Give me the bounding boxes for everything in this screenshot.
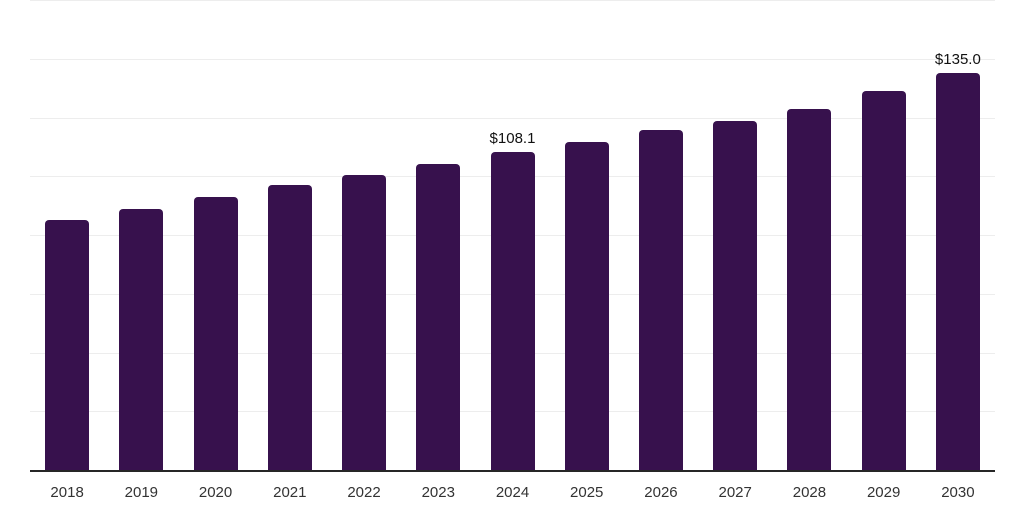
- x-tick-label-2028: 2028: [792, 484, 827, 501]
- bar-2023: [416, 163, 461, 470]
- x-tick-label-2025: 2025: [570, 484, 604, 501]
- bar-2018: [45, 220, 90, 470]
- x-tick-label-2022: 2022: [347, 484, 381, 501]
- x-tick-label-2027: 2027: [718, 484, 752, 501]
- bar-2028: [787, 108, 832, 470]
- x-tick-label-2026: 2026: [644, 484, 678, 501]
- bar-2025: [564, 141, 609, 470]
- data-label-2030: $135.0: [934, 51, 981, 69]
- x-tick-label-2021: 2021: [273, 484, 307, 501]
- bar-2021: [267, 185, 312, 470]
- x-tick-label-2018: 2018: [50, 484, 84, 501]
- gridline-120: [30, 117, 995, 119]
- x-tick-label-2024: 2024: [495, 484, 530, 501]
- x-tick-label-2029: 2029: [866, 484, 901, 501]
- bar-2029: [861, 91, 906, 470]
- bar-2020: [193, 197, 238, 470]
- bar-2024: [490, 152, 535, 470]
- bar-2019: [119, 208, 164, 470]
- x-axis-line: [30, 470, 995, 472]
- bar-2030: [935, 73, 980, 470]
- gridline-160: [30, 0, 995, 1]
- gridline-140: [30, 58, 995, 60]
- x-tick-label-2020: 2020: [198, 484, 233, 501]
- bar-2027: [713, 121, 758, 470]
- data-label-2024: $108.1: [489, 130, 536, 148]
- bar-2022: [342, 175, 387, 470]
- x-tick-label-2019: 2019: [124, 484, 159, 501]
- x-tick-label-2030: 2030: [941, 484, 975, 501]
- x-tick-label-2023: 2023: [421, 484, 455, 501]
- bar-2026: [638, 130, 683, 470]
